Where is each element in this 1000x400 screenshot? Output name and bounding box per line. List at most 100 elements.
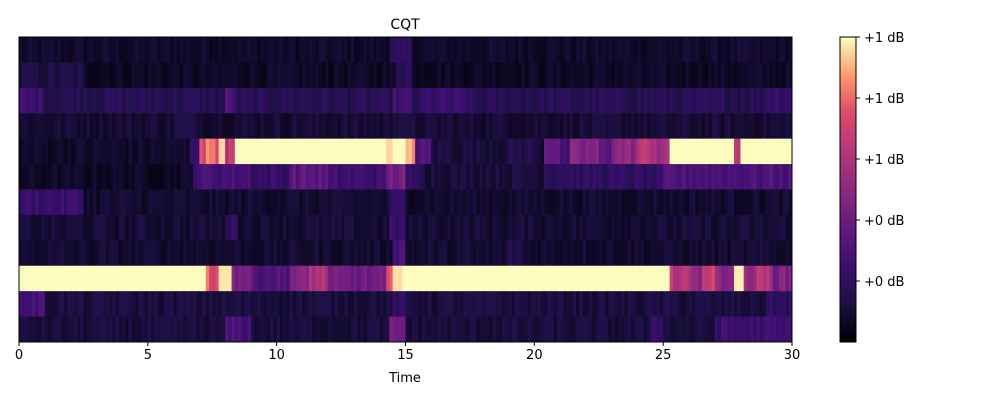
heatmap-cell bbox=[782, 265, 786, 292]
heatmap-cell bbox=[89, 316, 94, 343]
heatmap-cell bbox=[147, 37, 152, 63]
heatmap-cell bbox=[685, 37, 690, 63]
heatmap-cell bbox=[440, 87, 445, 114]
heatmap-cell bbox=[254, 138, 258, 165]
heatmap-cell bbox=[466, 240, 471, 267]
heatmap-cell bbox=[621, 37, 625, 63]
heatmap-cell bbox=[756, 291, 761, 317]
heatmap-cell bbox=[54, 265, 59, 292]
heatmap-cell bbox=[51, 138, 55, 165]
heatmap-cell bbox=[234, 37, 239, 63]
heatmap-cell bbox=[508, 37, 513, 63]
heatmap-cell bbox=[756, 37, 761, 63]
heatmap-cell bbox=[31, 316, 36, 343]
heatmap-cell bbox=[746, 164, 751, 190]
heatmap-cell bbox=[692, 265, 696, 292]
heatmap-cell bbox=[505, 62, 509, 89]
heatmap-cell bbox=[659, 240, 664, 267]
heatmap-cell bbox=[125, 265, 129, 292]
heatmap-cell bbox=[70, 37, 75, 63]
heatmap-cell bbox=[199, 113, 203, 140]
heatmap-cell bbox=[592, 214, 596, 241]
heatmap-cell bbox=[238, 87, 242, 114]
heatmap-cell bbox=[128, 265, 133, 292]
heatmap-cell bbox=[337, 37, 342, 63]
heatmap-cell bbox=[527, 87, 532, 114]
heatmap-cell bbox=[76, 316, 81, 343]
heatmap-cell bbox=[511, 189, 516, 216]
heatmap-cell bbox=[57, 291, 62, 317]
heatmap-cell bbox=[498, 189, 503, 216]
heatmap-cell bbox=[131, 291, 136, 317]
heatmap-cell bbox=[147, 316, 152, 343]
heatmap-cell bbox=[22, 291, 26, 317]
heatmap-cell bbox=[679, 240, 683, 267]
heatmap-cell bbox=[289, 291, 294, 317]
heatmap-cell bbox=[663, 164, 667, 190]
heatmap-cell bbox=[205, 316, 210, 343]
heatmap-cell bbox=[640, 265, 645, 292]
heatmap-cell bbox=[35, 240, 39, 267]
heatmap-cell bbox=[382, 189, 387, 216]
x-axis-label: Time bbox=[388, 371, 421, 386]
heatmap-cell bbox=[476, 291, 480, 317]
heatmap-cell bbox=[466, 87, 471, 114]
heatmap-cell bbox=[621, 265, 625, 292]
heatmap-cell bbox=[344, 113, 348, 140]
heatmap-cell bbox=[112, 164, 117, 190]
heatmap-cell bbox=[560, 62, 564, 89]
heatmap-row bbox=[19, 214, 793, 241]
heatmap-cell bbox=[373, 87, 377, 114]
heatmap-cell bbox=[466, 37, 471, 63]
heatmap-cell bbox=[601, 164, 606, 190]
heatmap-cell bbox=[688, 62, 693, 89]
heatmap-cell bbox=[647, 164, 651, 190]
heatmap-cell bbox=[196, 62, 200, 89]
heatmap-cell bbox=[96, 138, 100, 165]
heatmap-cell bbox=[312, 291, 316, 317]
heatmap-cell bbox=[582, 291, 587, 317]
heatmap-cell bbox=[592, 164, 596, 190]
heatmap-cell bbox=[386, 113, 390, 140]
heatmap-cell bbox=[57, 240, 62, 267]
heatmap-cell bbox=[276, 265, 281, 292]
heatmap-cell bbox=[395, 62, 400, 89]
heatmap-cell bbox=[347, 164, 352, 190]
heatmap-cell bbox=[192, 113, 197, 140]
heatmap-cell bbox=[408, 240, 413, 267]
heatmap-cell bbox=[566, 62, 571, 89]
heatmap-cell bbox=[295, 87, 300, 114]
heatmap-cell bbox=[244, 37, 249, 63]
heatmap-cell bbox=[408, 87, 413, 114]
heatmap-cell bbox=[89, 138, 94, 165]
heatmap-cell bbox=[324, 62, 329, 89]
heatmap-cell bbox=[141, 316, 146, 343]
heatmap-cell bbox=[28, 291, 33, 317]
heatmap-cell bbox=[450, 113, 455, 140]
heatmap-cell bbox=[154, 316, 158, 343]
heatmap-cell bbox=[196, 291, 200, 317]
heatmap-cell bbox=[469, 189, 474, 216]
heatmap-cell bbox=[415, 164, 419, 190]
heatmap-cell bbox=[360, 37, 365, 63]
heatmap-cell bbox=[109, 291, 113, 317]
heatmap-cell bbox=[321, 87, 326, 114]
heatmap-cell bbox=[109, 316, 113, 343]
heatmap-cell bbox=[424, 164, 429, 190]
heatmap-cell bbox=[692, 189, 696, 216]
heatmap-cell bbox=[724, 164, 728, 190]
heatmap-cell bbox=[531, 240, 535, 267]
heatmap-cell bbox=[318, 113, 323, 140]
heatmap-cell bbox=[740, 316, 745, 343]
heatmap-cell bbox=[692, 37, 696, 63]
heatmap-cell bbox=[701, 291, 706, 317]
heatmap-cell bbox=[518, 240, 522, 267]
heatmap-cell bbox=[769, 291, 774, 317]
heatmap-cell bbox=[421, 62, 426, 89]
heatmap-cell bbox=[109, 265, 113, 292]
heatmap-cell bbox=[666, 214, 671, 241]
heatmap-cell bbox=[157, 164, 162, 190]
heatmap-cell bbox=[775, 189, 780, 216]
heatmap-cell bbox=[57, 265, 62, 292]
heatmap-cell bbox=[611, 214, 616, 241]
